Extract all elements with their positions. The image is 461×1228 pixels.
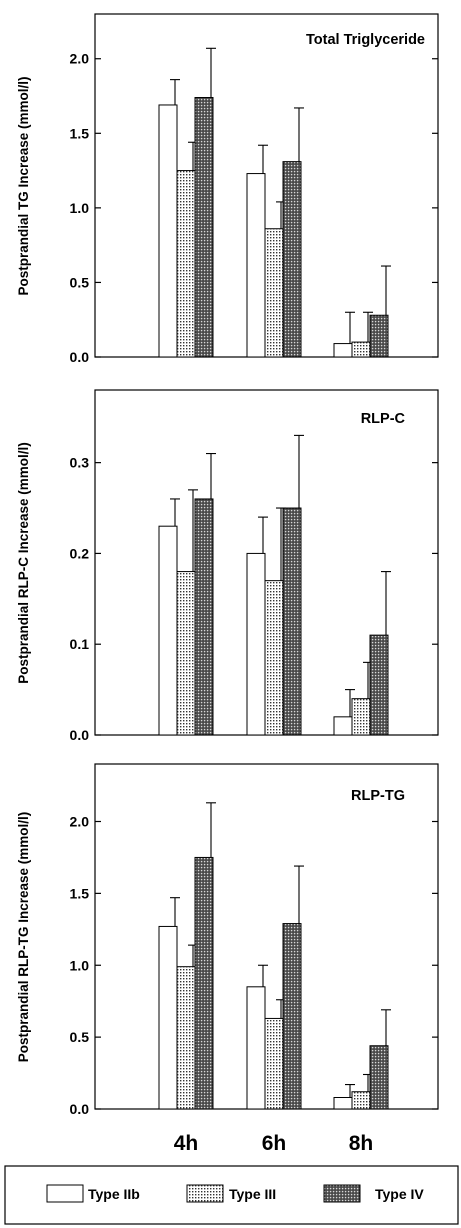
bar-type-iv-4h bbox=[194, 97, 214, 358]
bar-type-iv-6h bbox=[282, 161, 302, 358]
legend-swatch-type-iib bbox=[46, 1184, 84, 1203]
x-tick-label: 8h bbox=[349, 1132, 374, 1155]
panel-rlp-c: RLP-C Postprandial RLP-C Increase (mmol/… bbox=[16, 389, 439, 743]
bar-type-iib-6h bbox=[246, 173, 266, 358]
y-tick-label: 1.0 bbox=[70, 200, 90, 216]
panel-title: RLP-C bbox=[361, 411, 406, 427]
bar-type-iib-4h bbox=[158, 104, 178, 358]
bar-type-iv-4h bbox=[194, 856, 214, 1110]
bar-type-iii-4h bbox=[176, 966, 196, 1110]
bar-type-iii-4h bbox=[176, 571, 196, 736]
y-ticks: 0.0 0.1 0.2 0.3 bbox=[70, 455, 438, 743]
bar-type-iv-8h bbox=[369, 314, 389, 358]
y-axis-label: Postprandial RLP-TG Increase (mmol/l) bbox=[16, 812, 31, 1063]
bar-type-iib-4h bbox=[158, 925, 178, 1110]
bars bbox=[158, 802, 391, 1110]
y-tick-label: 1.5 bbox=[70, 885, 90, 901]
bar-type-iii-8h bbox=[351, 341, 371, 358]
x-tick-label: 6h bbox=[262, 1132, 287, 1155]
bar-type-iib-6h bbox=[246, 552, 266, 736]
legend: Type IIb Type III Type IV bbox=[4, 1165, 459, 1225]
panel-rlp-tg: RLP-TG Postprandial RLP-TG Increase (mmo… bbox=[16, 763, 439, 1117]
bar-type-iii-6h bbox=[264, 228, 284, 358]
y-tick-label: 0.5 bbox=[70, 274, 90, 290]
legend-swatch-type-iii bbox=[186, 1184, 224, 1203]
bar-type-iii-8h bbox=[351, 698, 371, 736]
bar-type-iib-6h bbox=[246, 986, 266, 1110]
y-tick-label: 2.0 bbox=[70, 51, 90, 67]
panel-total-triglyceride: Total Triglyceride Postprandial TG Incre… bbox=[16, 13, 439, 365]
y-tick-label: 0.0 bbox=[70, 727, 90, 743]
bar-type-iib-8h bbox=[333, 1097, 353, 1110]
y-tick-label: 0.2 bbox=[70, 545, 90, 561]
bar-type-iii-6h bbox=[264, 1017, 284, 1110]
bar-type-iii-4h bbox=[176, 170, 196, 358]
x-categories: 4h 6h 8h bbox=[174, 1132, 374, 1155]
bar-type-iib-4h bbox=[158, 525, 178, 736]
panel-title: Total Triglyceride bbox=[306, 32, 425, 48]
y-tick-label: 1.5 bbox=[70, 125, 90, 141]
bar-type-iv-4h bbox=[194, 498, 214, 736]
bar-type-iib-8h bbox=[333, 343, 353, 358]
panel-title: RLP-TG bbox=[351, 788, 405, 804]
x-tick-label: 4h bbox=[174, 1132, 199, 1155]
bar-type-iv-8h bbox=[369, 1045, 389, 1110]
legend-label-type-iv: Type IV bbox=[375, 1186, 424, 1202]
bar-type-iv-6h bbox=[282, 923, 302, 1110]
y-ticks: 0.0 0.5 1.0 1.5 2.0 bbox=[70, 814, 438, 1117]
y-axis-label: Postprandial RLP-C Increase (mmol/l) bbox=[16, 442, 31, 684]
bars bbox=[158, 47, 391, 358]
legend-label-type-iib: Type IIb bbox=[88, 1186, 140, 1202]
y-ticks: 0.0 0.5 1.0 1.5 2.0 bbox=[70, 51, 438, 365]
y-tick-label: 0.0 bbox=[70, 349, 90, 365]
y-tick-label: 0.3 bbox=[70, 455, 90, 471]
legend-swatch-type-iv bbox=[323, 1184, 361, 1203]
y-axis-label: Postprandial TG Increase (mmol/l) bbox=[16, 76, 31, 295]
y-tick-label: 0.5 bbox=[70, 1029, 90, 1045]
bar-type-iii-6h bbox=[264, 580, 284, 736]
y-tick-label: 1.0 bbox=[70, 957, 90, 973]
bar-type-iib-8h bbox=[333, 716, 353, 736]
legend-label-type-iii: Type III bbox=[229, 1186, 276, 1202]
bar-type-iv-8h bbox=[369, 634, 389, 736]
bar-type-iii-8h bbox=[351, 1091, 371, 1110]
bar-type-iv-6h bbox=[282, 507, 302, 736]
y-tick-label: 2.0 bbox=[70, 814, 90, 830]
bars bbox=[158, 434, 391, 736]
y-tick-label: 0.0 bbox=[70, 1101, 90, 1117]
y-tick-label: 0.1 bbox=[70, 636, 90, 652]
legend-box bbox=[4, 1165, 459, 1225]
